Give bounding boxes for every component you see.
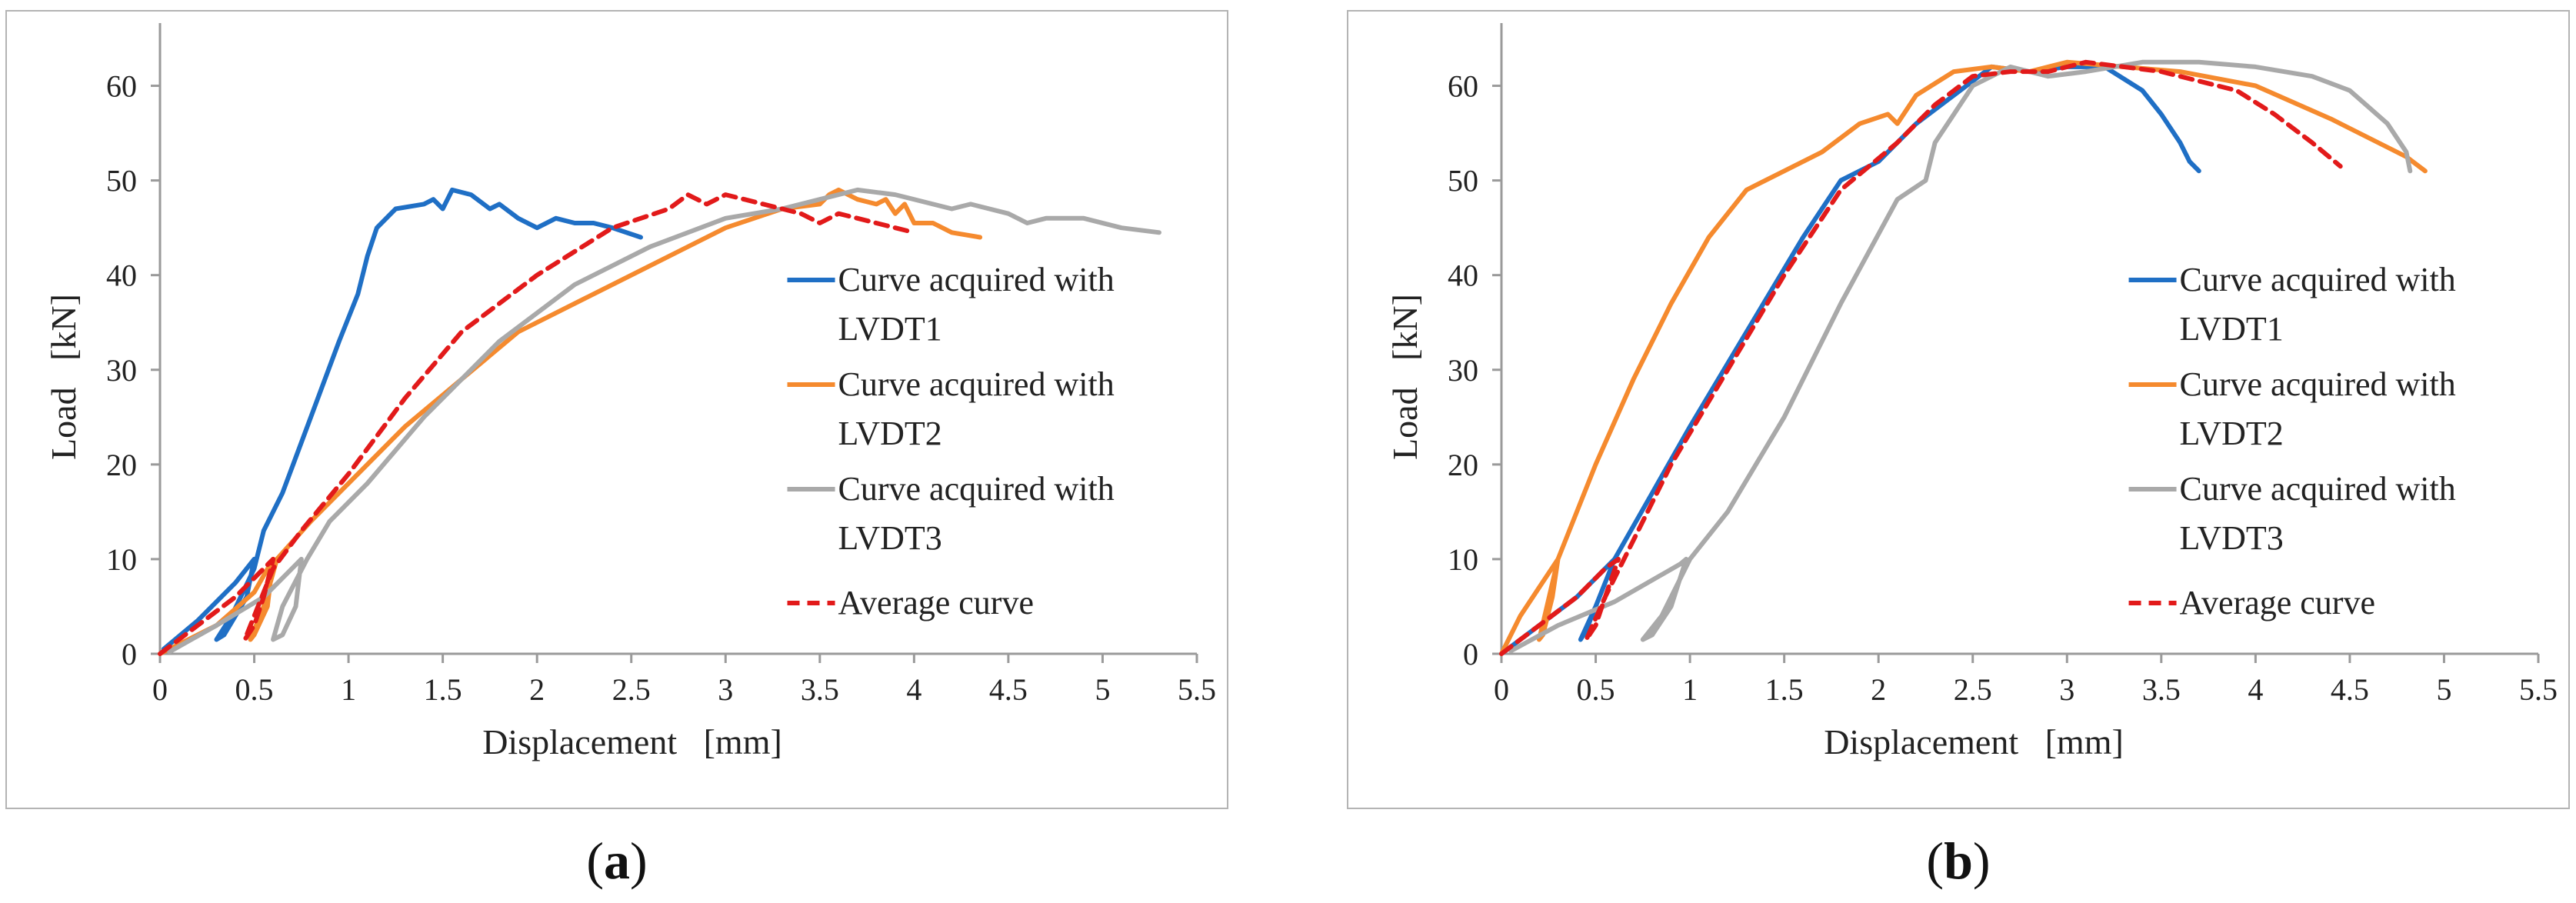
chart-a-frame [5, 10, 1228, 809]
chart-a-x-tick-label: 0 [152, 672, 168, 707]
chart-a-series-lvdt2-line [158, 187, 983, 656]
chart-a-series-average-line [158, 192, 917, 656]
chart-a-y-tick-label: 40 [106, 258, 137, 293]
chart-b-x-tick-label: 0 [1494, 672, 1509, 707]
chart-a-series-lvdt1-line [161, 187, 643, 651]
chart-a-legend-entry-2-line1: Curve acquired with [838, 365, 1115, 403]
chart-b-x-tick-label: 1.5 [1765, 672, 1804, 707]
chart-a-x-tick-label: 4 [906, 672, 921, 707]
chart-b-x-tick-label: 0.5 [1577, 672, 1615, 707]
chart-b-panel-label-open: ( [1926, 831, 1944, 890]
chart-a-y-tick-label: 20 [106, 448, 137, 482]
chart-a-legend-entry-3-line2: LVDT3 [838, 519, 942, 557]
chart-b-legend-entry-2-line1: Curve acquired with [2180, 365, 2456, 403]
chart-b-panel-label-letter: b [1944, 831, 1973, 890]
chart-a-x-tick-label: 5.5 [1178, 672, 1216, 707]
chart-b-x-tick-label: 5 [2436, 672, 2451, 707]
chart-b-y-tick-label: 0 [1463, 637, 1478, 671]
chart-a-x-tick-label: 0.5 [235, 672, 274, 707]
chart-b-y-tick-label: 20 [1448, 448, 1478, 482]
chart-b-panel-label-close: ) [1973, 831, 1991, 890]
chart-b-series-lvdt1-line [1499, 64, 2201, 656]
chart-a-series-lvdt3-line [167, 187, 1161, 655]
chart-a-y-axis-title: Load [kN] [44, 294, 83, 460]
chart-a-legend-entry-3-line1: Curve acquired with [838, 470, 1115, 508]
chart-a-panel-label-letter: a [604, 831, 630, 890]
chart-b-series-lvdt2-line [1499, 59, 2428, 656]
chart-a-x-tick-label: 4.5 [989, 672, 1028, 707]
chart-b-y-axis-title: Load [kN] [1385, 294, 1425, 460]
chart-b-x-tick-label: 3 [2059, 672, 2074, 707]
chart-a-x-tick-label: 2 [529, 672, 545, 707]
chart-a-y-tick-label: 50 [106, 164, 137, 198]
chart-a-x-tick-label: 5 [1095, 672, 1110, 707]
chart-a-panel-label-open: ( [586, 831, 604, 890]
chart-b-x-tick-label: 3.5 [2142, 672, 2181, 707]
chart-b-legend-entry-3-line1: Curve acquired with [2180, 470, 2456, 508]
chart-a-legend-entry-4-line1: Average curve [838, 584, 1034, 621]
chart-b-series-lvdt3-line [1508, 59, 2413, 654]
chart-b-y-tick-label: 50 [1448, 164, 1478, 198]
chart-b-legend-entry-1-line1: Curve acquired with [2180, 261, 2456, 298]
chart-a-x-tick-label: 1 [341, 672, 356, 707]
chart-b-x-tick-label: 4.5 [2331, 672, 2369, 707]
chart-a-y-tick-label: 0 [122, 637, 137, 671]
chart-b-panel-label: (b) [1926, 831, 1990, 890]
chart-a-legend-entry-2-line2: LVDT2 [838, 415, 942, 452]
chart-a-y-tick-label: 60 [106, 69, 137, 104]
chart-b-legend-entry-1-line2: LVDT1 [2180, 310, 2284, 348]
chart-a-x-tick-label: 2.5 [612, 672, 651, 707]
chart-b-legend-entry-3-line2: LVDT3 [2180, 519, 2284, 557]
chart-a-panel-label: (a) [586, 831, 647, 890]
chart-b-frame [1347, 10, 2570, 809]
chart-b-x-tick-label: 4 [2248, 672, 2263, 707]
chart-a: 0 10 20 30 40 50 60 0 0.5 1 1.5 2 2.5 3 3.5 4 4.5 5 5.5 Dis… [5, 10, 1228, 890]
chart-b-x-tick-label: 1 [1682, 672, 1698, 707]
chart-b-x-tick-label: 5.5 [2519, 672, 2558, 707]
chart-b-x-tick-label: 2.5 [1954, 672, 1992, 707]
chart-b-x-axis-title: Displacement [mm] [1824, 722, 2124, 761]
chart-a-legend-entry-1-line2: LVDT1 [838, 310, 942, 348]
chart-a-x-tick-label: 3.5 [801, 672, 839, 707]
chart-a-x-tick-label: 3 [718, 672, 733, 707]
chart-b-x-tick-label: 2 [1871, 672, 1886, 707]
chart-a-x-tick-label: 1.5 [424, 672, 462, 707]
chart-b-legend-entry-2-line2: LVDT2 [2180, 415, 2284, 452]
chart-b-y-tick-label: 40 [1448, 258, 1478, 293]
chart-a-legend-entry-1-line1: Curve acquired with [838, 261, 1115, 298]
chart-a-x-axis-title: Displacement [mm] [482, 722, 782, 761]
chart-a-y-tick-label: 30 [106, 353, 137, 388]
chart-b: 0 10 20 30 40 50 60 0 0.5 1 1.5 2 2.5 3 3.5 4 4.5 5 5.5 Dis… [1347, 10, 2570, 890]
chart-a-y-tick-label: 10 [106, 542, 137, 577]
chart-a-panel-label-close: ) [630, 831, 648, 890]
chart-b-y-tick-label: 30 [1448, 353, 1478, 388]
chart-b-y-tick-label: 10 [1448, 542, 1478, 577]
chart-b-series-average-line [1499, 59, 2343, 656]
chart-b-legend-entry-4-line1: Average curve [2180, 584, 2375, 621]
chart-b-y-tick-label: 60 [1448, 69, 1478, 104]
